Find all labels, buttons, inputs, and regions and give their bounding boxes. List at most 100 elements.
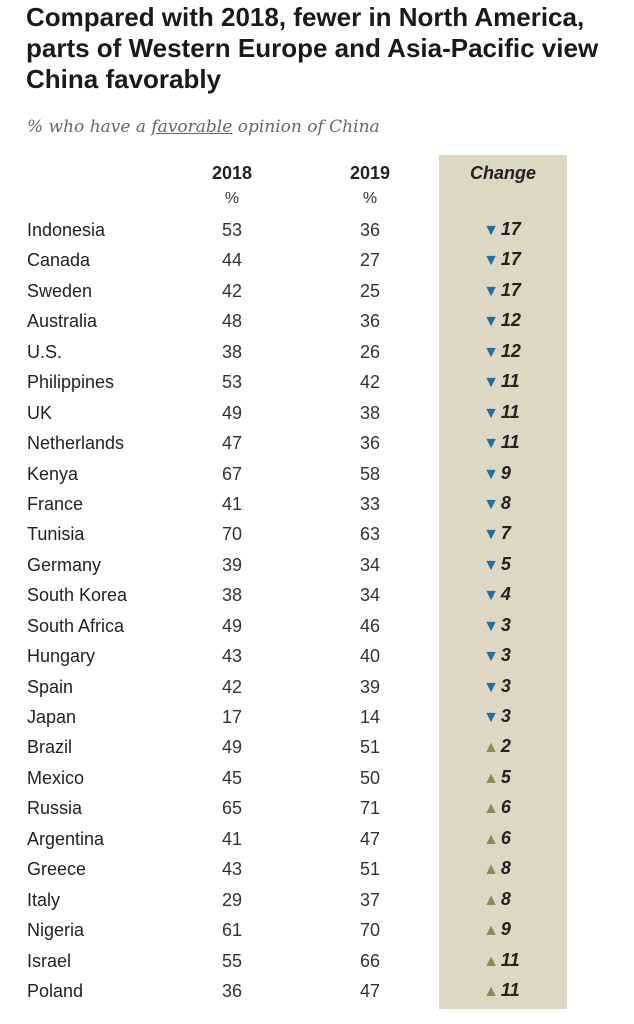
change-column-background [439,155,567,1009]
change-value: ▲ 5 [439,767,567,788]
value-2018: 53 [221,372,243,393]
down-triangle-icon: ▼ [483,709,499,726]
change-value: ▲ 8 [439,858,567,879]
value-2018: 47 [221,433,243,454]
down-triangle-icon: ▼ [483,435,499,453]
country-label: Hungary [27,646,96,667]
value-2019: 39 [359,676,381,697]
change-number: 17 [500,249,521,270]
value-2018: 49 [221,737,243,758]
up-triangle-icon: ▲ [483,861,499,879]
value-2019: 38 [359,402,381,423]
down-triangle-icon: ▼ [483,495,499,513]
value-2018: 61 [221,920,243,941]
country-label: Argentina [27,828,105,849]
country-label: Canada [27,250,91,271]
country-label: France [27,493,84,514]
country-label: Poland [27,980,84,1001]
table-row: Spain 42 39 ▼ 3 [0,673,634,703]
change-number: 6 [500,797,511,818]
value-2019: 36 [359,220,381,240]
value-2019: 27 [359,250,381,271]
up-triangle-icon: ▲ [483,769,499,787]
table-row: Israel 55 66 ▲ 11 [0,947,634,977]
change-value: ▼ 4 [439,584,567,605]
change-value: ▼ 3 [439,706,567,727]
change-value: ▲ 6 [439,828,567,849]
country-label: Japan [27,707,77,727]
country-label: Australia [27,311,98,332]
table-row: Netherlands 47 36 ▼ 11 [0,429,634,459]
column-header-change: Change [469,163,536,183]
up-triangle-icon: ▲ [483,952,499,970]
up-triangle-icon: ▲ [483,739,499,757]
value-2019: 50 [359,767,381,788]
table-row: Japan 17 14 ▼ 3 [0,703,634,733]
value-2019: 33 [359,493,381,514]
change-number: 2 [500,736,511,757]
change-value: ▼ 17 [439,219,567,240]
value-2019: 71 [359,798,381,819]
change-value: ▼ 7 [439,523,567,544]
value-2018: 67 [221,463,243,484]
table-row: U.S. 38 26 ▼ 12 [0,338,634,368]
change-number: 7 [500,523,511,544]
value-2019: 47 [359,980,381,1001]
country-label: Nigeria [27,920,85,941]
change-value: ▼ 12 [439,310,567,331]
up-triangle-icon: ▲ [483,922,499,940]
unit-label-2018: % [224,190,240,207]
value-2019: 51 [359,859,381,880]
table-row: France 41 33 ▼ 8 [0,490,634,520]
value-2018: 42 [221,280,243,301]
change-number: 11 [500,432,520,453]
value-2018: 38 [221,585,243,606]
change-number: 11 [500,371,520,392]
country-label: Tunisia [27,524,85,545]
change-value: ▼ 8 [439,493,567,514]
change-number: 11 [500,949,520,970]
column-header-2019: 2019 [349,163,391,183]
table-row: Argentina 41 47 ▲ 6 [0,825,634,855]
country-label: Kenya [27,463,79,484]
data-table: Indonesia 53 36 ▼ 17 Canada 44 27 ▼ 17 Sweden 42 25 ▼… [0,216,634,1007]
value-2019: 34 [359,585,381,606]
value-2019: 42 [359,372,381,393]
down-triangle-icon: ▼ [483,313,499,331]
change-value: ▲ 8 [439,889,567,910]
table-row: South Africa 49 46 ▼ 3 [0,612,634,642]
value-2018: 55 [221,950,243,971]
country-label: Indonesia [27,220,106,240]
value-2018: 43 [221,859,243,880]
change-value: ▼ 3 [439,645,567,666]
value-2018: 48 [221,311,243,332]
value-2018: 41 [221,828,243,849]
change-number: 5 [500,766,511,787]
change-value: ▲ 6 [439,797,567,818]
change-number: 12 [500,310,521,331]
down-triangle-icon: ▼ [483,404,499,422]
country-label: UK [27,402,53,423]
change-number: 9 [500,462,511,483]
value-2019: 34 [359,554,381,575]
up-triangle-icon: ▲ [483,800,499,818]
value-2019: 51 [359,737,381,758]
country-label: South Korea [27,585,128,606]
down-triangle-icon: ▼ [483,526,499,544]
change-number: 4 [500,584,511,605]
change-value: ▼ 11 [439,432,567,453]
country-label: Israel [27,950,72,971]
up-triangle-icon: ▲ [483,982,499,1000]
value-2019: 70 [359,920,381,941]
chart-subtitle: % who have a favorable opinion of China [27,117,380,137]
change-value: ▲ 2 [439,736,567,757]
change-value: ▲ 11 [439,980,567,1001]
down-triangle-icon: ▼ [483,617,499,635]
down-triangle-icon: ▼ [483,648,499,666]
value-2018: 42 [221,676,243,697]
change-value: ▲ 11 [439,950,567,971]
down-triangle-icon: ▼ [483,222,499,239]
change-number: 3 [500,614,511,635]
country-label: Spain [27,676,74,697]
country-label: Mexico [27,767,85,788]
